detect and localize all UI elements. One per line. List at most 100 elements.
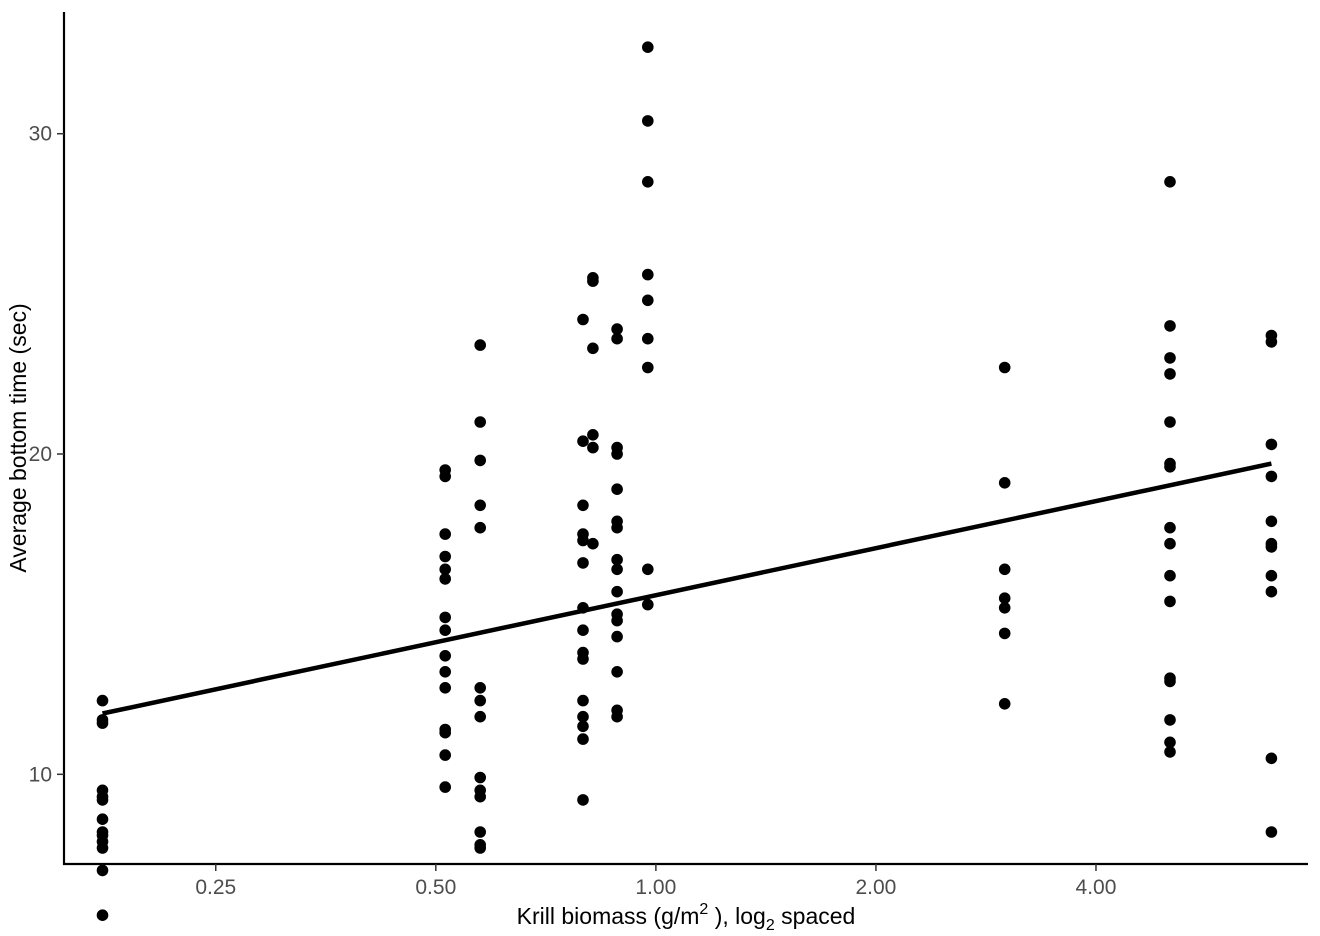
x-tick-label: 0.50 <box>415 876 456 899</box>
x-axis-title: Krill biomass (g/m2 ), log2 spaced <box>517 901 856 934</box>
axes <box>62 12 1308 866</box>
x-axis-title-superscript: 2 <box>699 901 708 918</box>
data-point <box>611 332 623 345</box>
data-point <box>1164 461 1176 473</box>
data-point <box>1164 320 1176 332</box>
data-point <box>1164 569 1176 582</box>
data-point <box>577 435 589 448</box>
data-point <box>439 666 452 678</box>
data-point <box>611 448 623 460</box>
data-point <box>998 627 1011 640</box>
data-point <box>1265 752 1278 765</box>
x-tick-label: 4.00 <box>1076 876 1117 899</box>
data-point <box>998 698 1011 710</box>
data-point <box>474 826 487 838</box>
data-point <box>439 650 452 662</box>
data-point <box>474 842 487 854</box>
data-point <box>474 790 487 803</box>
data-point <box>577 499 589 512</box>
data-point <box>1164 675 1176 688</box>
data-point <box>587 275 599 287</box>
data-point <box>1265 515 1278 528</box>
data-point <box>439 726 452 739</box>
data-point <box>577 557 589 569</box>
y-axis-title: Average bottom time (sec) <box>5 303 31 572</box>
data-point <box>611 563 623 576</box>
data-point <box>474 339 487 351</box>
y-ticks: 10 20 30 <box>29 123 64 786</box>
data-point <box>1164 714 1176 726</box>
data-point <box>1164 368 1176 380</box>
data-point <box>611 710 623 723</box>
data-point <box>611 614 623 627</box>
data-point <box>474 521 487 534</box>
regression-line <box>102 461 1272 716</box>
data-point <box>1164 746 1176 758</box>
data-point <box>587 429 599 441</box>
data-point <box>611 323 623 335</box>
data-point <box>474 771 487 784</box>
data-point <box>439 550 452 563</box>
data-point <box>577 653 589 665</box>
data-point <box>96 842 109 854</box>
data-point <box>474 499 487 512</box>
data-point <box>96 794 109 806</box>
data-point <box>642 115 654 127</box>
data-point <box>587 342 599 355</box>
data-point <box>642 598 654 611</box>
data-point <box>474 454 487 467</box>
data-point <box>998 563 1011 576</box>
data-point <box>1164 416 1176 428</box>
data-point <box>1265 470 1278 483</box>
data-point <box>577 534 589 547</box>
data-point <box>96 864 109 877</box>
data-point <box>439 563 452 576</box>
data-point <box>998 592 1011 604</box>
data-point <box>587 441 599 454</box>
data-point <box>611 666 623 678</box>
data-point <box>1265 336 1278 348</box>
data-point <box>1265 438 1278 451</box>
data-point <box>1164 595 1176 608</box>
data-point <box>1265 826 1278 838</box>
data-point <box>96 694 109 707</box>
data-point <box>611 553 623 566</box>
data-point <box>439 611 452 624</box>
data-point <box>439 528 452 540</box>
data-point <box>611 630 623 643</box>
data-point <box>611 521 623 534</box>
data-point <box>577 733 589 745</box>
data-point <box>577 794 589 806</box>
data-point <box>998 477 1011 489</box>
data-point <box>1164 537 1176 550</box>
data-point <box>1164 352 1176 364</box>
data-point <box>1164 736 1176 749</box>
data-point <box>642 176 654 188</box>
data-point <box>474 416 487 428</box>
data-point <box>642 41 654 53</box>
regression-line-group <box>102 461 1272 716</box>
data-point <box>998 361 1011 374</box>
y-tick-label: 20 <box>29 443 52 466</box>
x-axis-title-end: spaced <box>775 903 856 929</box>
x-tick-label: 2.00 <box>855 876 896 899</box>
data-point <box>642 294 654 307</box>
data-point <box>439 781 452 793</box>
data-point <box>577 710 589 723</box>
data-point <box>439 749 452 761</box>
x-axis-title-subscript: 2 <box>766 917 775 934</box>
x-axis-title-main: Krill biomass (g/m <box>517 903 700 929</box>
data-point <box>642 563 654 576</box>
data-point <box>1164 521 1176 534</box>
data-point <box>577 313 589 326</box>
data-point <box>577 694 589 707</box>
data-point <box>439 573 452 585</box>
data-point <box>474 694 487 707</box>
data-point <box>439 682 452 694</box>
x-ticks: 0.25 0.50 1.00 2.00 4.00 <box>195 864 1116 899</box>
x-tick-label: 1.00 <box>635 876 676 899</box>
data-point <box>587 537 599 550</box>
data-point <box>1164 176 1176 188</box>
data-point <box>96 813 109 825</box>
